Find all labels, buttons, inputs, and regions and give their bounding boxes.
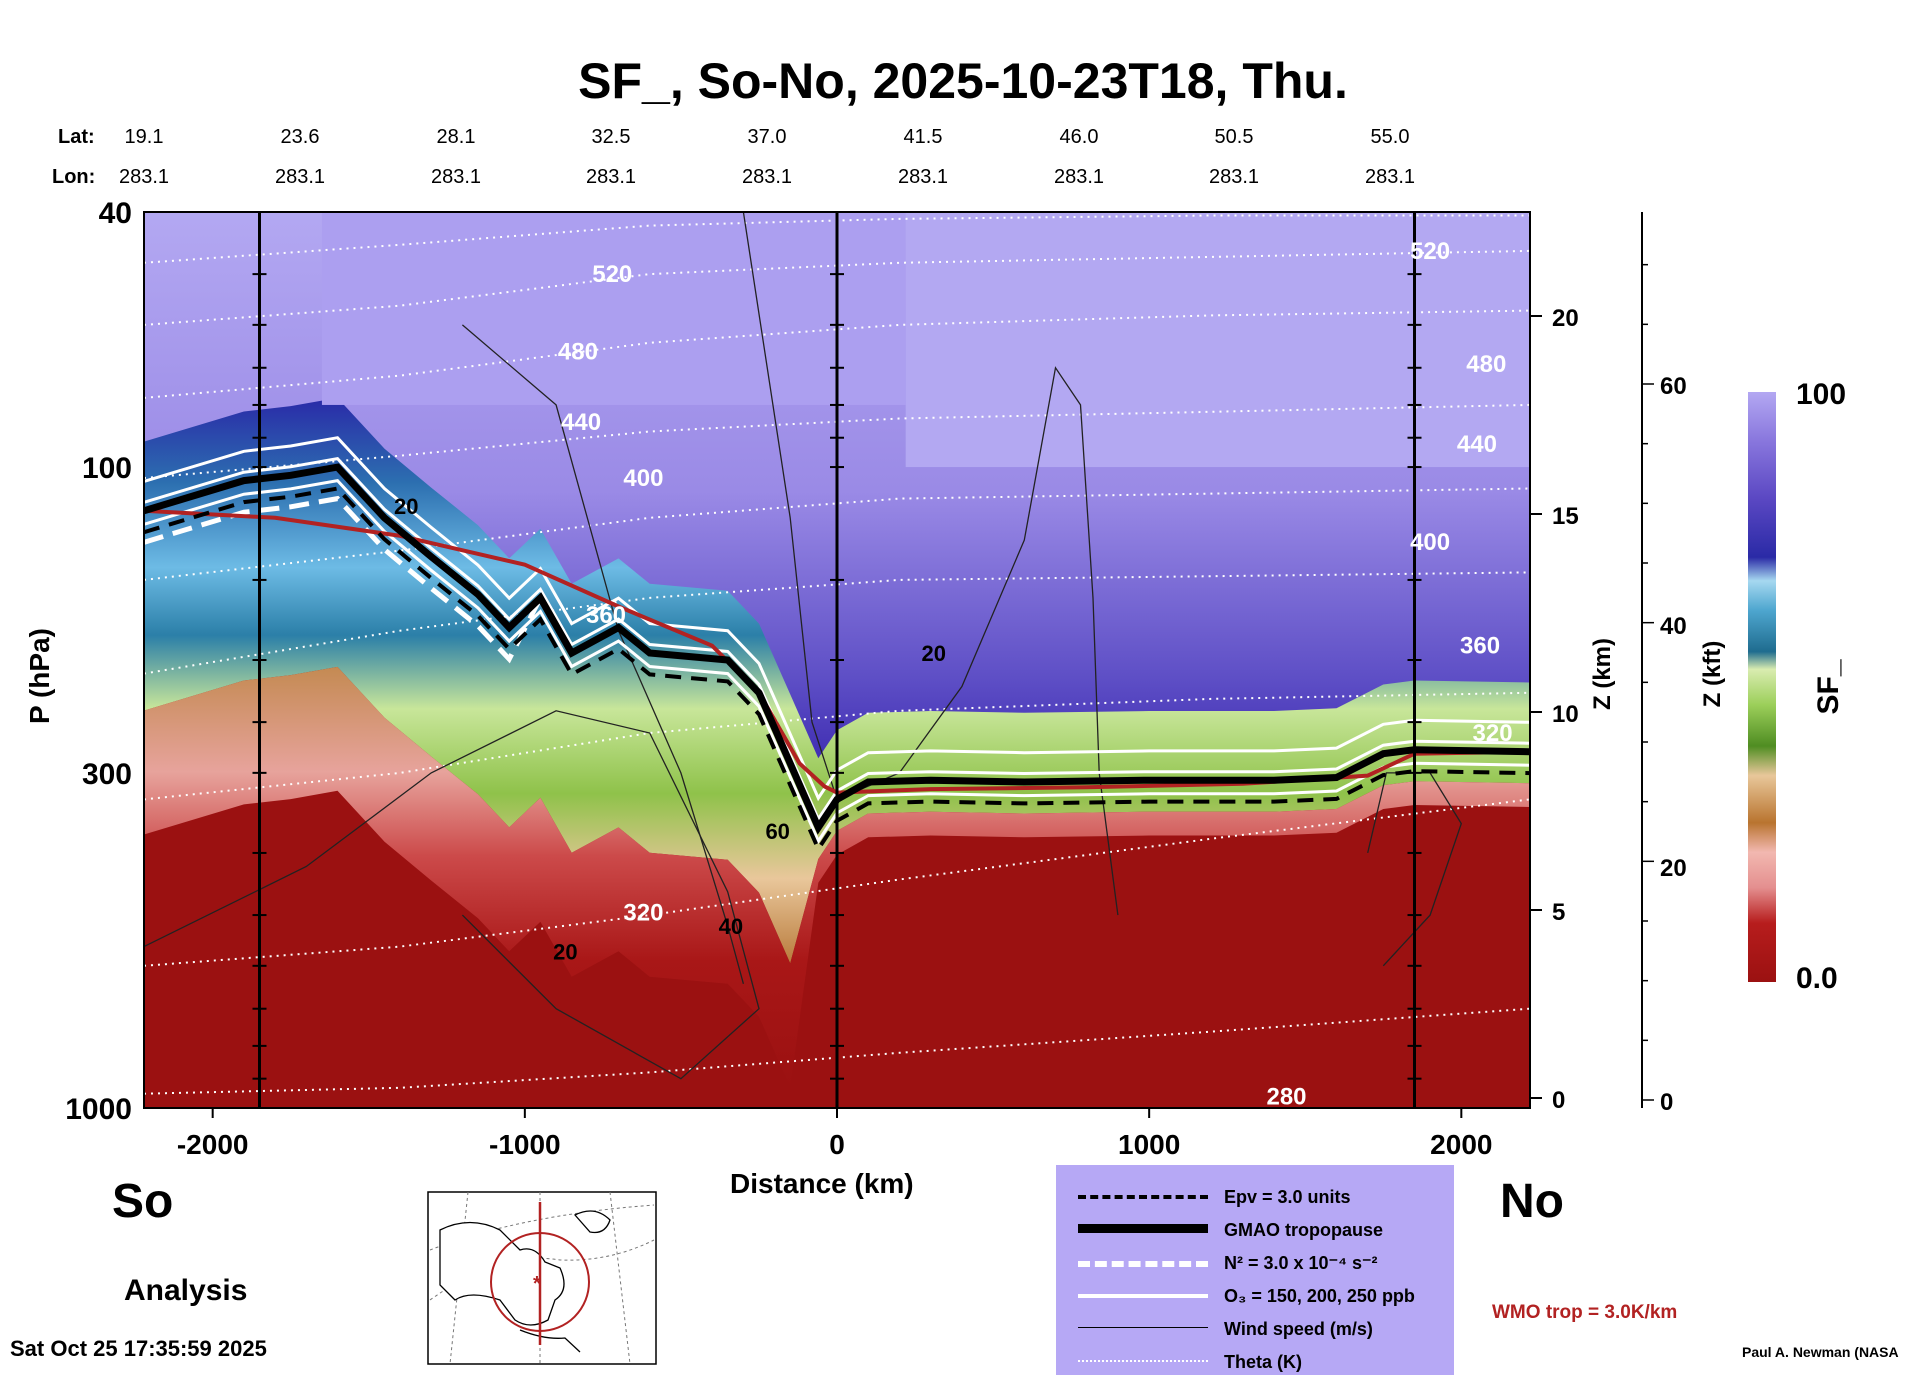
theta-label: 280 — [1266, 1084, 1306, 1111]
y-tick-label: 100 — [82, 452, 132, 485]
colorbar-title: SF_ — [1812, 659, 1845, 715]
y-tick-label: 300 — [82, 758, 132, 791]
lon-value: 283.1 — [430, 166, 482, 188]
lat-value: 55.0 — [1370, 126, 1410, 148]
o3-contour — [144, 478, 1530, 845]
o3-contour — [144, 436, 1530, 802]
wind-contour — [461, 324, 745, 984]
z-kft-tick-label: 40 — [1660, 613, 1687, 640]
legend-item-gmao-tropopause: GMAO tropopause — [1056, 1214, 1454, 1244]
lat-value: 46.0 — [1059, 126, 1099, 148]
wind-label: 40 — [719, 914, 743, 939]
lon-value: 283.1 — [585, 166, 637, 188]
legend: Epv = 3.0 units GMAO tropopause N² = 3.0… — [1056, 1165, 1454, 1375]
wind-label: 60 — [765, 819, 789, 844]
theta-label: 400 — [623, 465, 663, 492]
x-tick-label: -2000 — [177, 1129, 249, 1160]
x-tick-label: 1000 — [1118, 1129, 1180, 1160]
legend-item-theta: Theta (K) — [1056, 1346, 1454, 1376]
legend-item-n2: N² = 3.0 x 10⁻⁴ s⁻² — [1056, 1247, 1454, 1277]
z-km-tick-label: 5 — [1552, 899, 1565, 926]
theta-label: 400 — [1410, 529, 1450, 556]
theta-label: 440 — [1457, 431, 1497, 458]
theta-label: 360 — [586, 602, 626, 629]
gmao-tropopause-line — [144, 463, 1530, 835]
lat-value: 37.0 — [747, 126, 787, 148]
svg-text:*: * — [533, 1273, 541, 1295]
colorbar-max-label: 100 — [1796, 378, 1847, 411]
lat-value: 23.6 — [280, 126, 320, 148]
z-km-tick-label: 10 — [1552, 701, 1579, 728]
z-km-tick-label: 20 — [1552, 305, 1579, 332]
south-label: So — [112, 1175, 174, 1228]
theta-label: 520 — [592, 261, 632, 288]
credit: Paul A. Newman (NASA — [1742, 1344, 1899, 1360]
lon-value: 283.1 — [1208, 166, 1260, 188]
theta-label: 440 — [561, 409, 601, 436]
z-kft-title: Z (kft) — [1699, 640, 1726, 708]
wind-contour — [742, 212, 1119, 916]
north-label: No — [1500, 1175, 1564, 1228]
z-km-title: Z (km) — [1589, 638, 1616, 710]
epv-line — [144, 486, 1530, 854]
analysis-label: Analysis — [124, 1274, 248, 1307]
theta-label: 320 — [623, 899, 663, 926]
legend-item-o3: O₃ = 150, 200, 250 ppb — [1056, 1280, 1454, 1310]
legend-item-epv: Epv = 3.0 units — [1056, 1181, 1454, 1211]
theta-line — [144, 798, 1530, 967]
o3-contour — [144, 456, 1530, 823]
wind-label: 20 — [553, 940, 577, 965]
wind-label: 20 — [394, 494, 418, 519]
z-kft-tick-label: 20 — [1660, 855, 1687, 882]
lon-value: 283.1 — [897, 166, 949, 188]
lat-value: 50.5 — [1214, 126, 1254, 148]
colorbar — [1748, 392, 1776, 982]
lon-value: 283.1 — [274, 166, 326, 188]
lat-header: Lat: — [58, 126, 95, 148]
theta-label: 480 — [1466, 351, 1506, 378]
wind-label: 20 — [922, 641, 946, 666]
wind-contour — [1367, 772, 1463, 967]
lat-value: 32.5 — [591, 126, 631, 148]
theta-label: 520 — [1410, 238, 1450, 265]
sf-lower-troposphere — [144, 666, 1530, 1088]
wmo-trop-label: WMO trop = 3.0K/km — [1492, 1302, 1678, 1323]
y-axis-title: P (hPa) — [24, 628, 55, 724]
z-km-tick-label: 0 — [1552, 1087, 1565, 1114]
chart-title: SF_, So-No, 2025-10-23T18, Thu. — [578, 53, 1348, 109]
x-axis-title: Distance (km) — [730, 1168, 914, 1199]
lat-value: 28.1 — [436, 126, 476, 148]
wind-contour — [144, 710, 760, 1080]
sf-upper-cap — [905, 212, 1530, 468]
x-tick-label: 2000 — [1430, 1129, 1492, 1160]
theta-label: 320 — [1473, 720, 1513, 747]
inset-map: * — [427, 1191, 657, 1365]
z-km-tick-label: 15 — [1552, 503, 1579, 530]
theta-line — [144, 1007, 1530, 1095]
x-tick-label: 0 — [829, 1129, 845, 1160]
lon-value: 283.1 — [118, 166, 170, 188]
theta-line — [144, 571, 1530, 675]
colorbar-min-label: 0.0 — [1796, 962, 1838, 995]
y-tick-label: 40 — [99, 197, 132, 230]
lon-value: 283.1 — [1364, 166, 1416, 188]
sf-transition — [144, 397, 1530, 964]
theta-label: 480 — [558, 338, 598, 365]
sf-upper-cap-west — [321, 212, 906, 405]
lon-value: 283.1 — [741, 166, 793, 188]
x-tick-label: -1000 — [489, 1129, 561, 1160]
lon-value: 283.1 — [1053, 166, 1105, 188]
theta-line — [144, 214, 1530, 264]
z-kft-tick-label: 60 — [1660, 373, 1687, 400]
y-tick-label: 1000 — [65, 1093, 132, 1126]
theta-label: 360 — [1460, 633, 1500, 660]
z-kft-tick-label: 0 — [1660, 1089, 1673, 1116]
legend-item-wind-speed: Wind speed (m/s) — [1056, 1313, 1454, 1343]
lon-header: Lon: — [52, 166, 96, 188]
lat-value: 41.5 — [903, 126, 943, 148]
lat-value: 19.1 — [124, 126, 164, 148]
timestamp: Sat Oct 25 17:35:59 2025 — [10, 1336, 267, 1361]
